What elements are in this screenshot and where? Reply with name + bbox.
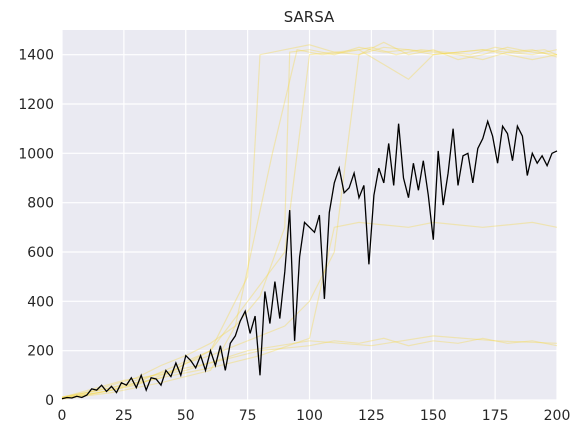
run-series-line-1	[61, 46, 558, 399]
run-series-line-4	[61, 337, 558, 398]
x-tick-label: 50	[177, 408, 195, 424]
x-tick-label: 100	[296, 408, 323, 424]
mean-line	[61, 119, 558, 400]
y-tick-label: 1000	[18, 146, 54, 162]
x-tick-label: 25	[115, 408, 133, 424]
y-tick-label: 800	[27, 196, 54, 212]
y-tick-label: 200	[27, 344, 54, 360]
run-series-line-8	[61, 49, 558, 399]
y-tick-labels: 0 200 400 600 800 1000 1200 1400	[18, 48, 54, 409]
y-tick-label: 400	[27, 294, 54, 310]
y-tick-label: 1400	[18, 48, 54, 64]
chart-title: SARSA	[284, 8, 335, 26]
grid	[61, 30, 558, 401]
x-tick-label: 200	[544, 408, 571, 424]
run-series-line-7	[61, 335, 558, 399]
x-tick-labels: 0 25 50 75 100 125 150 175 200	[58, 408, 571, 424]
x-tick-label: 75	[239, 408, 257, 424]
x-tick-label: 175	[482, 408, 509, 424]
run-series-line-2	[61, 41, 558, 400]
run-series-line-6	[61, 46, 558, 400]
x-tick-label: 0	[58, 408, 67, 424]
y-tick-label: 0	[45, 393, 54, 409]
x-tick-label: 125	[358, 408, 385, 424]
y-tick-label: 1200	[18, 97, 54, 113]
y-tick-label: 600	[27, 245, 54, 261]
mean-series-line	[61, 119, 558, 400]
x-tick-label: 150	[420, 408, 447, 424]
